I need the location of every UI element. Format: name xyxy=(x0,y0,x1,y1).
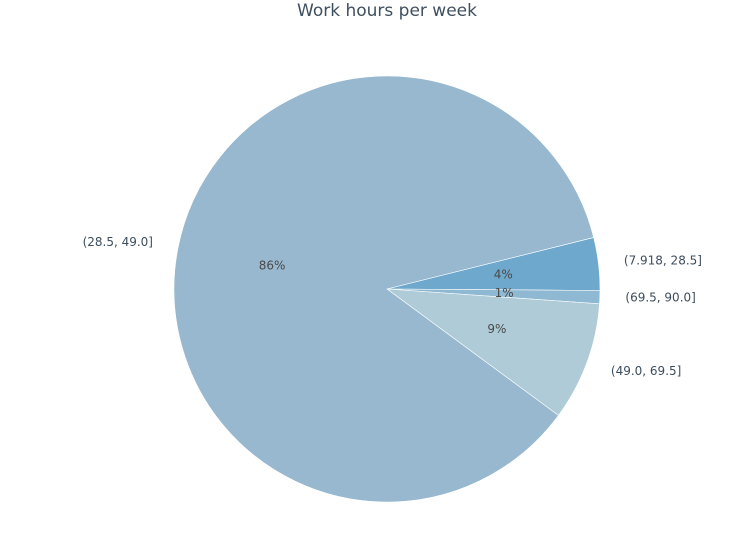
slice-category-label: (7.918, 28.5] xyxy=(624,253,702,267)
pie-slice xyxy=(385,288,600,416)
pie-slice xyxy=(173,75,595,503)
chart-title: Work hours per week xyxy=(297,1,477,21)
slice-percent-label: 1% xyxy=(495,286,514,300)
slice-percent-label: 9% xyxy=(487,322,506,336)
slice-category-label: (69.5, 90.0] xyxy=(625,291,695,305)
pie-labels: 4% (7.918, 28.5] 1% (69.5, 90.0] 9% (49.0, 69… xyxy=(83,235,702,378)
slice-percent-label: 86% xyxy=(259,259,286,273)
slice-category-label: (28.5, 49.0] xyxy=(83,235,153,249)
pie-slices xyxy=(173,75,601,503)
slice-category-label: (49.0, 69.5] xyxy=(611,364,681,378)
slice-percent-label: 4% xyxy=(494,268,513,282)
